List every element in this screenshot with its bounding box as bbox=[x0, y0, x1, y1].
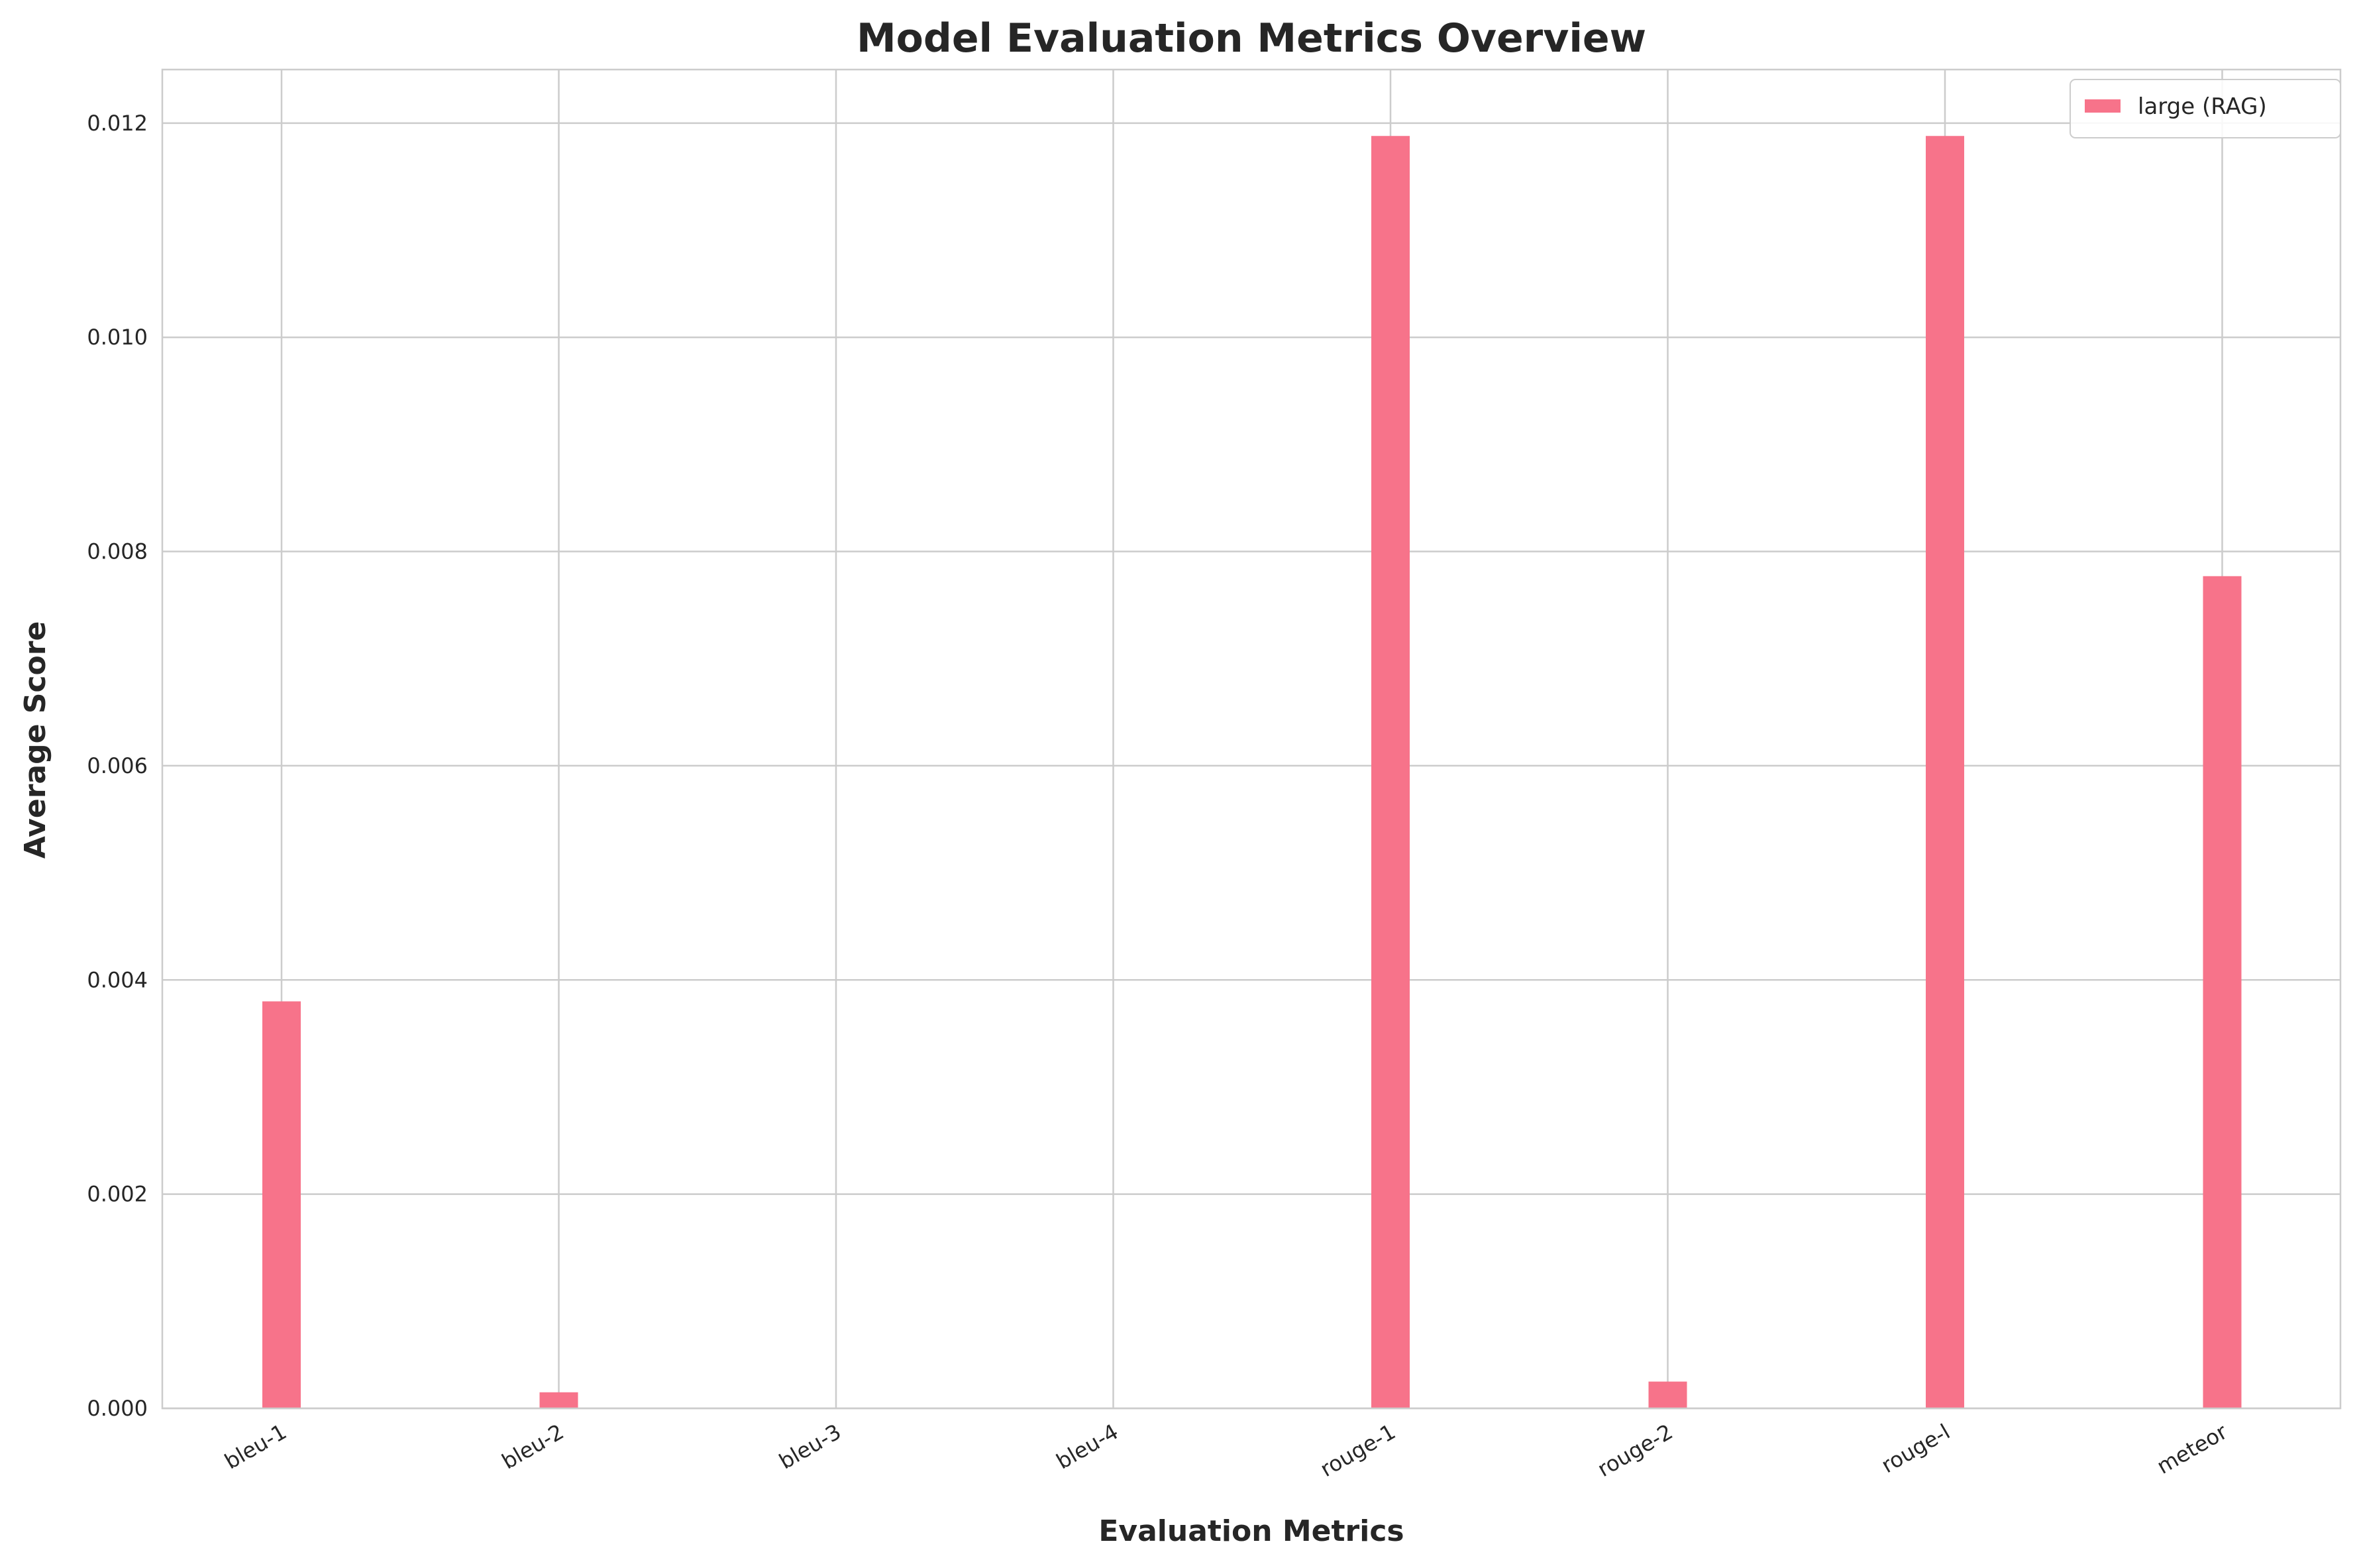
plot-area-frame bbox=[161, 68, 2342, 1410]
y-tick-label: 0.010 bbox=[87, 325, 148, 350]
bars bbox=[262, 136, 2242, 1409]
legend-swatch bbox=[2085, 99, 2121, 113]
y-tick-label: 0.012 bbox=[87, 111, 148, 136]
y-tick-label: 0.004 bbox=[87, 967, 148, 992]
bar-bleu-1 bbox=[262, 1001, 301, 1408]
x-axis-label: Evaluation Metrics bbox=[1098, 1514, 1404, 1548]
y-tick-label: 0.006 bbox=[87, 753, 148, 778]
y-axis-ticks: 0.000 0.002 0.004 0.006 0.008 0.010 0.012 bbox=[87, 111, 148, 1421]
chart-title: Model Evaluation Metrics Overview bbox=[857, 15, 1646, 62]
legend-box bbox=[2070, 79, 2341, 138]
bar-bleu-2 bbox=[539, 1392, 578, 1408]
bar-rouge-l bbox=[1926, 136, 1964, 1409]
bar-meteor bbox=[2203, 576, 2242, 1409]
y-tick-label: 0.008 bbox=[87, 539, 148, 564]
legend: large (RAG) bbox=[2070, 79, 2341, 138]
y-tick-label: 0.002 bbox=[87, 1182, 148, 1207]
y-tick-label: 0.000 bbox=[87, 1396, 148, 1421]
legend-label: large (RAG) bbox=[2138, 93, 2267, 120]
bar-rouge-2 bbox=[1648, 1381, 1687, 1408]
y-axis-label: Average Score bbox=[19, 621, 52, 859]
bar-rouge-1 bbox=[1371, 136, 1410, 1409]
